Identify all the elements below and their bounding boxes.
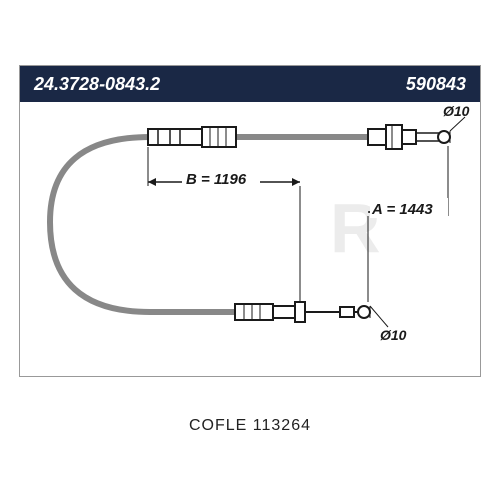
top-right-fitting [368, 125, 450, 149]
top-diameter-label: Ø10 [443, 103, 470, 119]
dimension-a-label: A = 1443 [371, 201, 433, 218]
diagram-container: 24.3728-0843.2 590843 R [19, 65, 481, 377]
bottom-diameter-label: Ø10 [380, 327, 407, 343]
footer: COFLE 113264 [189, 417, 311, 435]
dimension-b: B = 1196 [148, 147, 300, 302]
bottom-sleeve-fitting [235, 302, 305, 322]
diagram-area: R [20, 102, 480, 376]
part-number-right: 590843 [406, 74, 466, 95]
footer-code: 113264 [253, 417, 311, 434]
bottom-diameter-callout: Ø10 [370, 306, 407, 343]
part-number-left: 24.3728-0843.2 [34, 74, 160, 95]
bottom-right-fitting [340, 306, 370, 318]
dimension-b-label: B = 1196 [186, 171, 247, 188]
header-bar: 24.3728-0843.2 590843 [20, 66, 480, 102]
top-sleeve-fitting [148, 127, 236, 147]
cable-diagram-svg: R [20, 102, 480, 376]
footer-brand: COFLE [189, 417, 247, 434]
